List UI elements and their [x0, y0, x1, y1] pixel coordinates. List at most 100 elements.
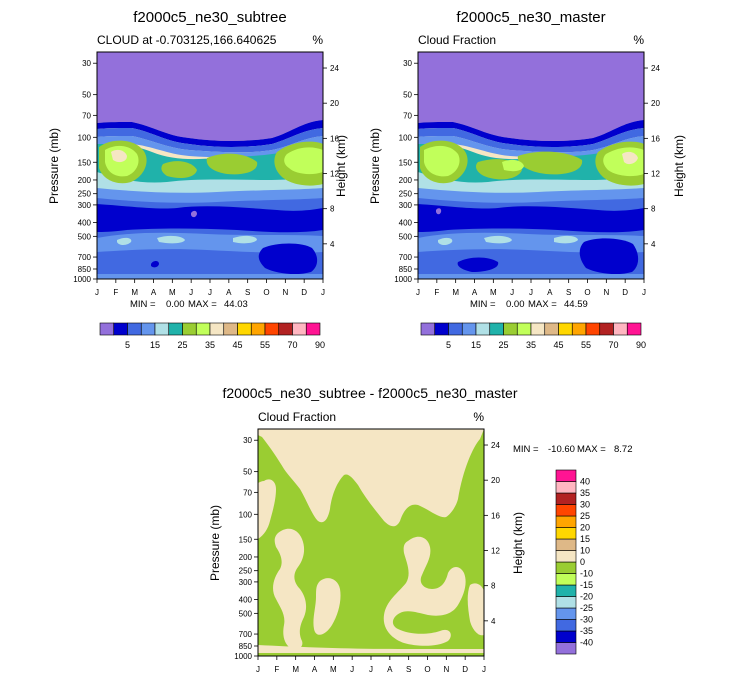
difference-pressure-tick-label: 500: [239, 609, 253, 618]
diff-layer-positive: [258, 645, 484, 653]
difference-colorbar-label: -40: [580, 638, 593, 648]
panel-subtree-colorbar: 5 15 25 35 45 55 70 90: [99, 322, 325, 350]
subtree-colorbar-box: [99, 322, 115, 336]
cloud-layer-green: [517, 151, 583, 175]
panel-master-max-label: MAX =: [528, 299, 557, 310]
panel-difference-max-label: MAX =: [577, 444, 606, 455]
difference-month-label: J: [482, 665, 486, 674]
difference-height-tick-label: 24: [491, 441, 500, 450]
subtree-pressure-tick-label: 100: [78, 133, 92, 142]
difference-month-label: M: [330, 665, 337, 674]
panel-subtree-plot: [96, 51, 324, 280]
master-height-tick-label: 8: [651, 205, 656, 214]
difference-month-label: A: [312, 665, 318, 674]
difference-pressure-tick-label: 300: [239, 578, 253, 587]
difference-pressure-tick-label: 100: [239, 510, 253, 519]
cloud-layer-blue3: [418, 274, 644, 279]
cloud-layer-peak: [622, 151, 638, 165]
subtree-pressure-tick-label: 150: [78, 158, 92, 167]
subtree-colorbar-box: [237, 322, 252, 336]
subtree-height-tick-label: 16: [330, 134, 339, 143]
panel-subtree-max-label: MAX =: [188, 299, 217, 310]
master-colorbar-label: 55: [581, 340, 591, 350]
panel-master-y2label: Height (km): [672, 135, 686, 197]
master-colorbar-box: [626, 322, 642, 336]
subtree-colorbar-box: [278, 322, 293, 336]
difference-month-label: O: [424, 665, 430, 674]
subtree-colorbar-box: [264, 322, 280, 336]
cloud-layer-purple: [436, 208, 442, 215]
panel-master-title: f2000c5_ne30_master: [456, 9, 605, 26]
cloud-layer-powder: [484, 235, 512, 244]
cloud-layer-peak: [111, 149, 127, 163]
subtree-pressure-tick-label: 300: [78, 201, 92, 210]
difference-colorbar-box: [555, 630, 577, 643]
difference-colorbar-label: -10: [580, 569, 593, 579]
difference-month-label: J: [350, 665, 354, 674]
master-colorbar-box: [503, 322, 518, 336]
diff-layer-positive: [467, 583, 484, 636]
cloud-layer-powder: [233, 235, 257, 244]
difference-colorbar-box: [555, 619, 577, 632]
master-colorbar-label: 15: [471, 340, 481, 350]
subtree-height-tick-label: 4: [330, 240, 335, 249]
cloud-layer-blue1: [418, 120, 644, 147]
subtree-month-label: M: [131, 288, 138, 297]
subtree-pressure-tick-label: 1000: [73, 275, 91, 284]
master-pressure-tick-label: 30: [403, 59, 412, 68]
difference-colorbar-box: [555, 504, 577, 517]
master-colorbar-box: [516, 322, 532, 336]
master-colorbar-label: 45: [553, 340, 563, 350]
panel-master-plot: [417, 51, 645, 280]
master-month-label: F: [434, 288, 439, 297]
master-colorbar-box: [558, 322, 573, 336]
panel-difference-y2label: Height (km): [511, 512, 525, 574]
subtree-colorbar-box: [292, 322, 307, 336]
difference-colorbar-box: [555, 584, 577, 597]
difference-colorbar-box: [555, 492, 577, 505]
subtree-month-label: J: [321, 288, 325, 297]
subtree-pressure-tick-label: 700: [78, 253, 92, 262]
panel-difference-max-value: 8.72: [614, 444, 633, 455]
difference-colorbar-box: [555, 515, 577, 528]
master-pressure-tick-label: 500: [399, 232, 413, 241]
subtree-colorbar-box: [223, 322, 238, 336]
master-month-label: J: [529, 288, 533, 297]
cloud-layer-blue1: [151, 261, 159, 268]
panel-subtree: f2000c5_ne30_subtree CLOUD at -0.703125,…: [47, 9, 348, 350]
cloud-layer-powder: [117, 237, 132, 245]
panel-difference-subtitle: Cloud Fraction: [258, 410, 336, 424]
panel-master-unit: %: [633, 33, 644, 47]
cloud-layer-powder: [157, 235, 185, 244]
master-colorbar-box: [530, 322, 546, 336]
subtree-month-label: J: [189, 288, 193, 297]
cloud-layer-lime: [424, 145, 460, 177]
subtree-height-tick-label: 20: [330, 99, 339, 108]
cloud-layer-blue1: [418, 204, 644, 233]
subtree-pressure-tick-label: 70: [82, 111, 91, 120]
subtree-colorbar-box: [127, 322, 142, 336]
master-pressure-tick-label: 100: [399, 133, 413, 142]
cloud-layer-powder: [438, 237, 453, 245]
panel-difference-plot: [257, 428, 485, 657]
master-pressure-tick-label: 700: [399, 253, 413, 262]
master-colorbar-box: [489, 322, 504, 336]
difference-colorbar-label: 20: [580, 523, 590, 533]
difference-height-tick-label: 20: [491, 476, 500, 485]
difference-pressure-tick-label: 400: [239, 596, 253, 605]
master-height-tick-label: 16: [651, 134, 660, 143]
subtree-colorbar-box: [140, 322, 156, 336]
subtree-pressure-tick-label: 200: [78, 176, 92, 185]
cloud-layer-blue2: [97, 128, 323, 153]
difference-colorbar-box: [555, 469, 577, 482]
master-month-label: J: [642, 288, 646, 297]
difference-colorbar-label: 40: [580, 477, 590, 487]
master-height-tick-label: 4: [651, 240, 656, 249]
difference-colorbar-label: -25: [580, 603, 593, 613]
subtree-month-label: O: [263, 288, 269, 297]
master-colorbar-box: [461, 322, 477, 336]
master-colorbar-label: 35: [526, 340, 536, 350]
subtree-colorbar-label: 35: [205, 340, 215, 350]
master-pressure-tick-label: 400: [399, 219, 413, 228]
